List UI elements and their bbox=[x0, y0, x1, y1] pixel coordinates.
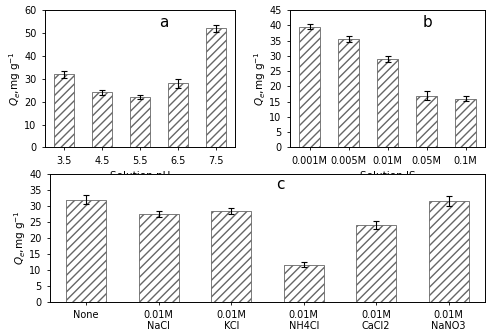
Bar bbox=[92, 92, 112, 147]
Bar bbox=[206, 28, 227, 147]
Bar bbox=[66, 200, 106, 302]
Bar bbox=[130, 97, 150, 147]
Text: b: b bbox=[422, 14, 432, 29]
Bar bbox=[299, 27, 320, 147]
Bar bbox=[356, 225, 396, 302]
X-axis label: Solution pH: Solution pH bbox=[110, 171, 170, 181]
Bar bbox=[455, 98, 476, 147]
Text: c: c bbox=[276, 178, 284, 193]
Y-axis label: $Q_e$,mg g$^{-1}$: $Q_e$,mg g$^{-1}$ bbox=[12, 210, 28, 265]
Bar bbox=[168, 83, 188, 147]
Bar bbox=[284, 265, 324, 302]
Text: a: a bbox=[159, 14, 168, 29]
Bar bbox=[416, 95, 437, 147]
Bar bbox=[338, 39, 359, 147]
Bar bbox=[54, 74, 74, 147]
Y-axis label: $Q_e$,mg g$^{-1}$: $Q_e$,mg g$^{-1}$ bbox=[7, 51, 23, 106]
Bar bbox=[377, 59, 398, 147]
X-axis label: Solution IS: Solution IS bbox=[360, 171, 416, 181]
Bar bbox=[429, 201, 469, 302]
Bar bbox=[212, 211, 251, 302]
Bar bbox=[139, 214, 178, 302]
Y-axis label: $Q_e$,mg g$^{-1}$: $Q_e$,mg g$^{-1}$ bbox=[252, 51, 268, 106]
